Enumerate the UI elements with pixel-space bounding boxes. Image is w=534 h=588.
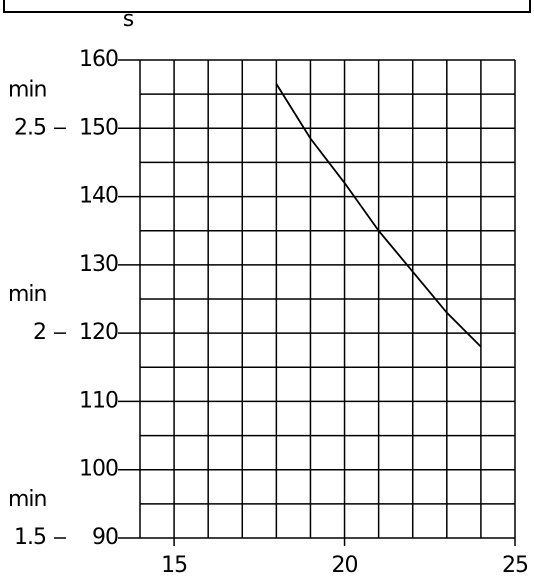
y-tick-label: 100: [79, 457, 118, 482]
x-tick-label: 15: [161, 553, 187, 578]
x-tick-label: 20: [332, 553, 358, 578]
y-tick-label: 160: [79, 47, 118, 72]
y2-unit: min: [8, 282, 47, 307]
x-tick-label: 25: [502, 553, 528, 578]
y-tick-label: 110: [79, 388, 118, 413]
y-tick-label: 140: [79, 184, 118, 209]
y-tick-label: 150: [79, 115, 118, 140]
y2-unit: min: [8, 77, 47, 102]
y-tick-label: 90: [92, 525, 118, 550]
y2-tick-label: 2.5: [14, 115, 46, 140]
y2-unit: min: [8, 487, 47, 512]
top-box: [4, 0, 530, 12]
y-tick-label: 120: [79, 320, 118, 345]
y2-tick-label: 2: [33, 320, 46, 345]
y-tick-label: 130: [79, 252, 118, 277]
y-unit: s: [123, 7, 134, 32]
chart: s 90 100 110 120 130 140 150 160 15 20 25 min 1.5 min…: [0, 0, 534, 588]
y2-tick-label: 1.5: [14, 525, 46, 550]
